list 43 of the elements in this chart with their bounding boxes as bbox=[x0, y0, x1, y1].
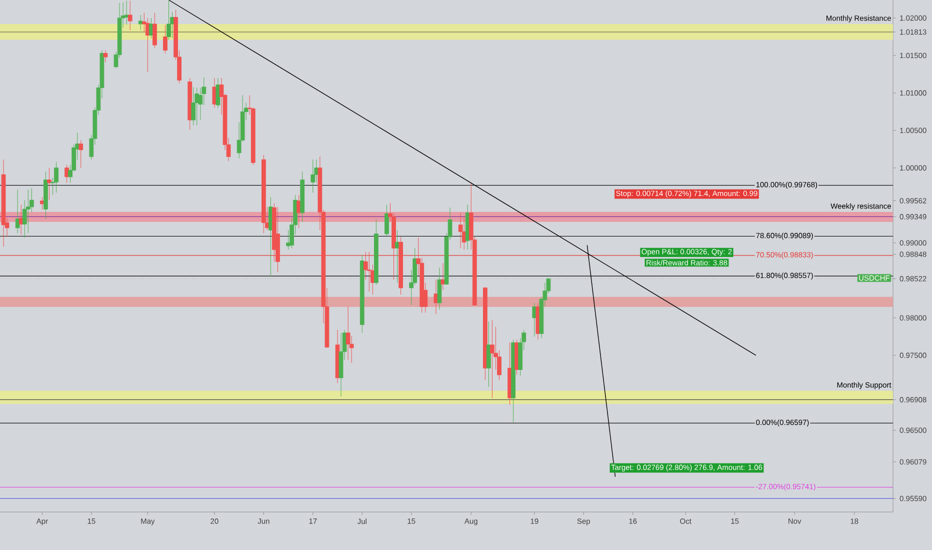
candlestick bbox=[103, 50, 108, 62]
candlestick bbox=[440, 262, 446, 290]
candlestick bbox=[486, 321, 491, 388]
candlestick bbox=[310, 159, 316, 193]
candlestick bbox=[15, 189, 20, 234]
candlestick bbox=[166, 0, 171, 40]
candlestick bbox=[26, 189, 30, 234]
candlestick bbox=[194, 87, 200, 126]
candlestick bbox=[152, 12, 157, 48]
candlestick bbox=[395, 230, 400, 283]
candlestick bbox=[338, 332, 344, 397]
candlestick bbox=[384, 204, 389, 236]
candlestick bbox=[482, 286, 488, 380]
candlestick bbox=[1, 159, 6, 247]
candlestick bbox=[511, 339, 516, 424]
candlestick bbox=[462, 216, 466, 250]
candlestick bbox=[335, 330, 340, 384]
candlestick bbox=[78, 140, 84, 168]
candlestick bbox=[490, 320, 494, 398]
candlestick bbox=[398, 236, 403, 295]
candlestick bbox=[360, 254, 364, 334]
candlestick bbox=[188, 78, 192, 130]
candlestick bbox=[191, 86, 196, 126]
candlestick bbox=[346, 306, 350, 360]
candlestick bbox=[374, 219, 378, 286]
candlestick bbox=[47, 168, 52, 200]
candlestick bbox=[54, 162, 58, 193]
candlestick bbox=[262, 154, 266, 234]
candlestick bbox=[40, 196, 44, 210]
candlestick bbox=[44, 171, 48, 220]
candlestick bbox=[458, 212, 463, 248]
candlestick bbox=[434, 279, 438, 314]
candlestick bbox=[437, 267, 442, 310]
candlestick bbox=[268, 196, 273, 277]
candlestick bbox=[300, 171, 305, 222]
candlestick bbox=[18, 204, 24, 235]
candlestick bbox=[124, 0, 129, 25]
candlestick bbox=[138, 14, 143, 30]
candlestick bbox=[163, 24, 168, 54]
candlestick bbox=[128, 0, 132, 30]
candlestick bbox=[366, 252, 372, 292]
candlestick bbox=[216, 78, 220, 108]
candlestick bbox=[276, 206, 280, 272]
